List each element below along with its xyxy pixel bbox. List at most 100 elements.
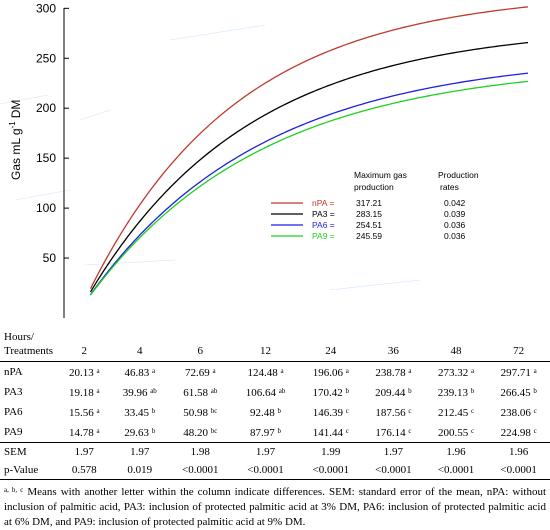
table-cell: 48.20 bc bbox=[183, 427, 218, 439]
faint-line bbox=[329, 279, 421, 291]
table-cell: <0.0001 bbox=[424, 461, 488, 480]
table-header-row: Hours/Treatments 2 4 6 12 24 36 48 72 bbox=[0, 322, 550, 362]
y-axis-label: Gas mL g-1DM bbox=[8, 100, 23, 180]
series-curve-pa3 bbox=[89, 41, 529, 293]
table-cell: 176.14 c bbox=[375, 427, 412, 439]
faint-line bbox=[0, 94, 49, 105]
y-tick-label: 200 bbox=[36, 101, 56, 115]
legend-rate-pa3: 0.039 bbox=[444, 209, 466, 219]
table-cell: 124.48 a bbox=[247, 367, 284, 379]
table-row: nPA 20.13 a 46.83 a 72.69 a 124.48 a 196.06 a… bbox=[0, 362, 550, 383]
series-curves bbox=[89, 6, 529, 296]
table-cell: 15.56 a bbox=[68, 407, 100, 419]
series-curve-pa6 bbox=[89, 72, 529, 296]
header-hour: 4 bbox=[110, 322, 169, 362]
header-hour: 2 bbox=[58, 322, 111, 362]
table-cell: 61.58 ab bbox=[183, 387, 218, 399]
y-tick-label: 300 bbox=[36, 1, 56, 15]
faint-line bbox=[169, 24, 266, 41]
table-cell: 239.13 b bbox=[437, 387, 475, 399]
row-label: PA6 bbox=[4, 406, 23, 418]
table-cell: 212.45 c bbox=[437, 407, 475, 419]
table-cell: <0.0001 bbox=[231, 461, 300, 480]
table-cell: 33.45 b bbox=[124, 407, 156, 419]
legend-max-pa3: 283.15 bbox=[356, 209, 382, 219]
table-cell: 187.56 c bbox=[375, 407, 412, 419]
table-cell: <0.0001 bbox=[299, 461, 363, 480]
table-cell: 20.13 a bbox=[68, 367, 100, 379]
table-cell: 238.78 a bbox=[375, 367, 412, 379]
legend-header-max-1: Maximum gas bbox=[354, 170, 407, 180]
table-cell: 72.69 a bbox=[184, 367, 216, 379]
table-cell: 196.06 a bbox=[312, 367, 349, 379]
table-cell: 1.97 bbox=[58, 442, 111, 461]
table-cell: 0.019 bbox=[110, 461, 169, 480]
faint-line bbox=[79, 109, 111, 121]
pvalue-row: p-Value 0.578 0.019 <0.0001 <0.0001 <0.0001 <0… bbox=[0, 461, 550, 480]
table-row: PA3 19.18 a 39.96 ab 61.58 ab 106.64 ab 170.4… bbox=[0, 382, 550, 402]
row-label: PA3 bbox=[4, 386, 23, 398]
gas-production-table: Hours/Treatments 2 4 6 12 24 36 48 72 nPA 20.13 … bbox=[0, 322, 550, 480]
legend-header-rate-2: rates bbox=[440, 182, 459, 192]
table-cell: 146.39 c bbox=[312, 407, 349, 419]
legend-header-rate-1: Production bbox=[438, 170, 479, 180]
table-cell: 170.42 b bbox=[312, 387, 350, 399]
table-cell: <0.0001 bbox=[169, 461, 232, 480]
header-hour: 36 bbox=[362, 322, 425, 362]
legend-name-npa: nPA = bbox=[312, 198, 334, 208]
table-cell: <0.0001 bbox=[487, 461, 550, 480]
table-cell: 46.83 a bbox=[124, 367, 156, 379]
series-curve-pa9 bbox=[89, 80, 529, 296]
table-cell: 1.99 bbox=[299, 442, 363, 461]
legend-max-pa9: 245.59 bbox=[356, 231, 382, 241]
y-tick-label: 50 bbox=[43, 251, 57, 265]
results-table-region: Hours/Treatments 2 4 6 12 24 36 48 72 nPA 20.13 … bbox=[0, 322, 550, 530]
table-cell: 87.97 b bbox=[250, 427, 282, 439]
header-hour: 12 bbox=[231, 322, 300, 362]
table-cell: 0.578 bbox=[58, 461, 111, 480]
faint-line bbox=[14, 189, 71, 201]
table-cell: 266.45 b bbox=[500, 387, 537, 399]
series-curve-npa bbox=[89, 6, 529, 289]
header-hour: 72 bbox=[487, 322, 550, 362]
table-row: PA6 15.56 a 33.45 b 50.98 bc 92.48 b 146.39 c… bbox=[0, 402, 550, 422]
legend-rate-npa: 0.042 bbox=[444, 198, 466, 208]
table-cell: 29.63 b bbox=[124, 427, 156, 439]
table-cell: 50.98 bc bbox=[183, 407, 218, 419]
table-cell: 1.96 bbox=[487, 442, 550, 461]
table-footnote: a, b, c Means with another letter within… bbox=[0, 480, 550, 530]
table-cell: 200.55 c bbox=[437, 427, 475, 439]
legend-max-npa: 317.21 bbox=[356, 198, 382, 208]
table-cell: 238.06 c bbox=[500, 407, 537, 419]
legend-max-pa6: 254.51 bbox=[356, 220, 382, 230]
header-hour: 48 bbox=[424, 322, 488, 362]
table-cell: 224.98 c bbox=[500, 427, 537, 439]
footnote-text: Means with another letter within the col… bbox=[4, 486, 547, 528]
footnote-superscript: a, b, c bbox=[4, 486, 24, 494]
table-cell: 14.78 a bbox=[68, 427, 100, 439]
faint-line bbox=[84, 259, 176, 266]
table-cell: 1.98 bbox=[169, 442, 232, 461]
table-cell: 19.18 a bbox=[68, 387, 100, 399]
legend-name-pa6: PA6 = bbox=[312, 220, 335, 230]
legend-rate-pa9: 0.036 bbox=[444, 231, 466, 241]
y-tick-label: 150 bbox=[36, 151, 56, 165]
table-cell: 92.48 b bbox=[250, 407, 282, 419]
table-cell: 273.32 a bbox=[437, 367, 475, 379]
table-row: PA9 14.78 a 29.63 b 48.20 bc 87.97 b 141.44 c… bbox=[0, 422, 550, 443]
y-tick-label: 250 bbox=[36, 51, 56, 65]
header-label: Hours/Treatments bbox=[0, 322, 58, 362]
row-label: p-Value bbox=[0, 461, 58, 480]
row-label: PA9 bbox=[4, 426, 23, 438]
table-cell: 141.44 c bbox=[312, 427, 349, 439]
table-cell: 1.97 bbox=[110, 442, 169, 461]
legend: Maximum gas production Production rates … bbox=[271, 170, 479, 241]
legend-header-max-2: production bbox=[354, 182, 394, 192]
legend-rate-pa6: 0.036 bbox=[444, 220, 466, 230]
table-cell: <0.0001 bbox=[362, 461, 425, 480]
row-label: nPA bbox=[4, 366, 23, 378]
table-cell: 297.71 a bbox=[500, 367, 537, 379]
table-cell: 39.96 ab bbox=[122, 387, 157, 399]
table-cell: 1.97 bbox=[231, 442, 300, 461]
row-label: SEM bbox=[0, 442, 58, 461]
